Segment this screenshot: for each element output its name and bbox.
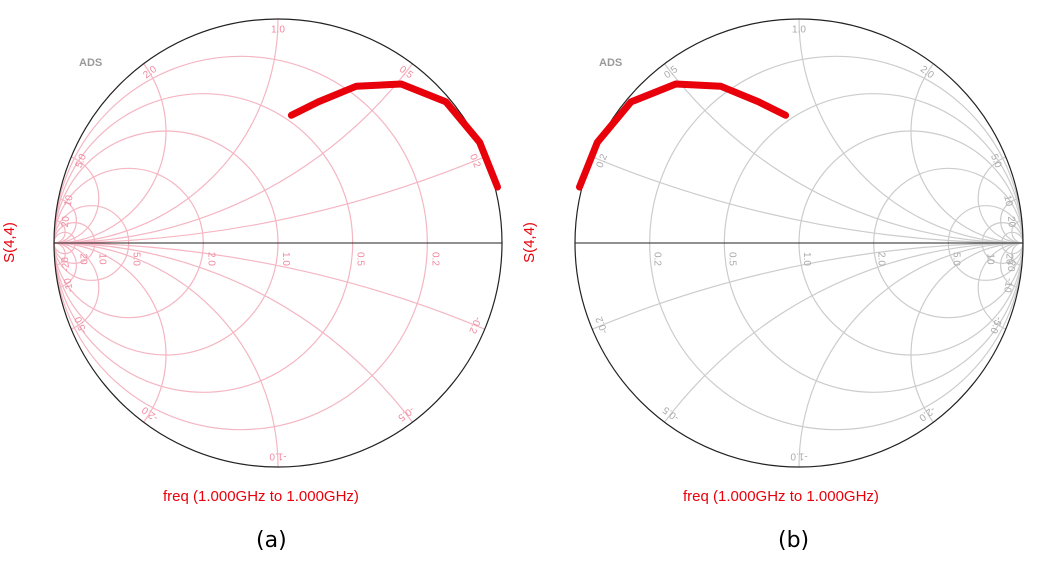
x-axis-label-a: freq (1.000GHz to 1.000GHz) — [163, 488, 359, 505]
reactance-arc — [1000, 197, 1023, 244]
reactance-arc — [54, 152, 100, 244]
reactance-tick-label: 1.0 — [792, 24, 806, 35]
reactance-arc — [54, 242, 100, 334]
smith-grid — [575, 19, 1023, 467]
reactance-tick-label: -0.5 — [661, 404, 682, 423]
resistance-tick-label: 5.0 — [131, 252, 142, 266]
reactance-tick-label: 0.2 — [595, 152, 611, 169]
reactance-arc — [54, 242, 77, 289]
reactance-arc — [575, 19, 1023, 244]
reactance-arc — [54, 242, 502, 467]
y-axis-label-a: S(4,4) — [0, 222, 18, 263]
reactance-tick-label: 2.0 — [141, 64, 159, 81]
reactance-arc — [54, 19, 502, 244]
x-axis-label-b: freq (1.000GHz to 1.000GHz) — [683, 488, 879, 505]
ads-brand-a: ADS — [79, 57, 103, 69]
reactance-tick-label: -0.2 — [466, 315, 483, 336]
resistance-tick-label: 10 — [97, 253, 108, 265]
s44-trace — [287, 80, 501, 191]
y-axis-label-b: S(4,4) — [520, 222, 538, 263]
resistance-tick-label: 1.0 — [801, 252, 812, 266]
smith-chart-panel-b: 0.2 0.5 1.0 2.0 5.0 10 20 0.2 -0.2 0.5 -0.5 1.0 -1.0… — [521, 0, 1042, 570]
reactance-arc — [910, 19, 1023, 244]
smith-chart-panel-a: 0.2 0.5 1.0 2.0 5.0 10 20 0.2 -0.2 0.5 -0.5 1.0 -1.0… — [0, 18, 503, 553]
reactance-tick-label: 1.0 — [271, 24, 285, 35]
reactance-tick-label: -10 — [62, 277, 76, 294]
resistance-tick-label: 0.5 — [355, 252, 366, 266]
reactance-arc — [54, 242, 167, 467]
reactance-arc — [54, 220, 66, 244]
reactance-arc — [54, 19, 502, 244]
reactance-tick-label: 5.0 — [988, 153, 1004, 170]
resistance-tick-label: 0.2 — [652, 252, 663, 266]
reactance-tick-label: 10 — [1001, 194, 1014, 208]
resistance-tick-label: 0.5 — [726, 252, 737, 266]
reactance-tick-label: 0.5 — [397, 64, 415, 81]
reactance-arc — [54, 19, 279, 244]
reactance-tick-label: -2.0 — [140, 404, 161, 423]
smith-chart-b: 0.2 0.5 1.0 2.0 5.0 10 20 0.2 -0.2 0.5 -0.5 1.0 -1.0… — [574, 18, 1024, 468]
reactance-arc — [1000, 242, 1023, 289]
resistance-tick-label: 1.0 — [280, 252, 291, 266]
reactance-tick-label: -0.2 — [594, 314, 611, 335]
reactance-tick-label: 2.0 — [918, 64, 936, 81]
reactance-arc — [54, 19, 167, 244]
resistance-tick-label: 2.0 — [876, 252, 887, 266]
reactance-tick-label: 0.5 — [662, 64, 680, 81]
reactance-arc — [977, 242, 1023, 334]
reactance-arc — [977, 152, 1023, 244]
reactance-tick-label: -0.5 — [395, 404, 416, 423]
ads-brand-b: ADS — [599, 57, 623, 69]
reactance-arc — [54, 197, 77, 244]
resistance-tick-label: 2.0 — [205, 252, 216, 266]
reactance-tick-label: -20 — [60, 256, 72, 272]
reactance-tick-label: 5.0 — [74, 152, 90, 169]
reactance-arc — [575, 19, 1023, 244]
resistance-tick-label: 20 — [1004, 253, 1015, 265]
smith-grid — [54, 19, 502, 467]
reactance-arc — [575, 242, 1023, 467]
resistance-tick-label: 5.0 — [950, 252, 961, 266]
resistance-tick-label: 10 — [984, 253, 995, 265]
reactance-tick-label: -1.0 — [790, 451, 808, 462]
reactance-tick-label: -1.0 — [269, 451, 287, 462]
resistance-tick-label: 20 — [77, 253, 88, 265]
reactance-tick-label: -10 — [1001, 277, 1015, 294]
reactance-tick-label: 0.2 — [467, 153, 483, 170]
panel-caption-a: (a) — [256, 528, 287, 553]
resistance-tick-label: 0.2 — [429, 252, 440, 266]
panel-caption-b: (b) — [778, 528, 810, 553]
reactance-arc — [910, 242, 1023, 467]
reactance-arc — [54, 242, 66, 266]
reactance-tick-label: 20 — [1005, 216, 1017, 229]
reactance-tick-label: -2.0 — [916, 404, 937, 423]
reactance-tick-label: 10 — [63, 194, 76, 208]
s44-trace — [576, 80, 790, 191]
reactance-tick-label: -20 — [1005, 257, 1017, 273]
reactance-tick-label: 20 — [60, 215, 72, 228]
smith-chart-a: 0.2 0.5 1.0 2.0 5.0 10 20 0.2 -0.2 0.5 -0.5 1.0 -1.0… — [53, 18, 503, 468]
reactance-arc — [54, 242, 279, 467]
